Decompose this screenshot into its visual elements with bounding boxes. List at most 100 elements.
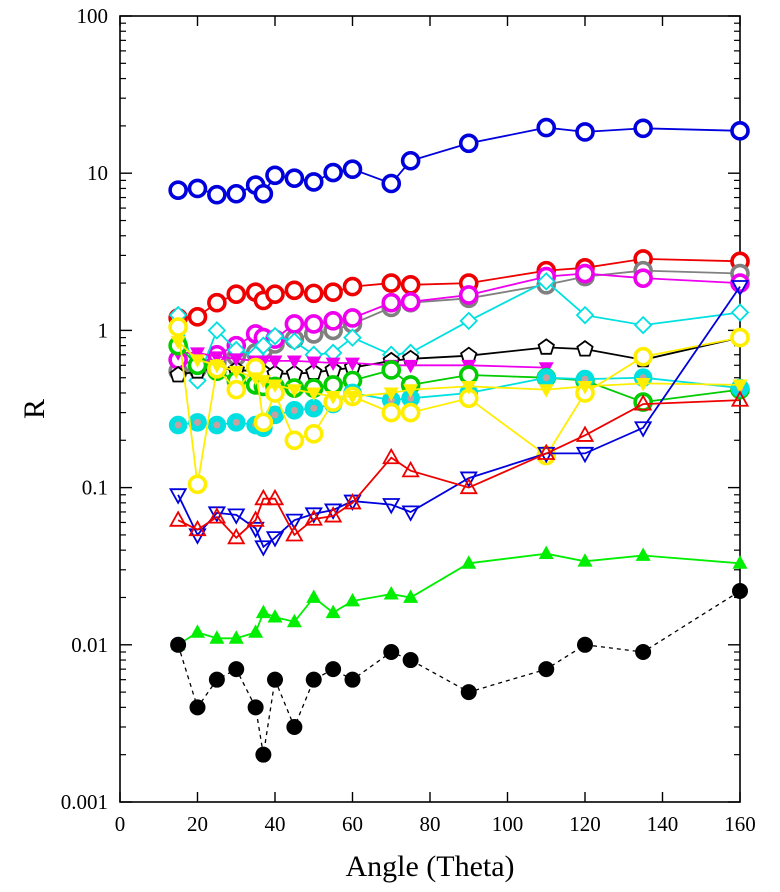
data-point (207, 507, 227, 524)
data-point (577, 381, 593, 395)
data-point (730, 390, 750, 407)
data-point (344, 357, 361, 372)
data-point (265, 531, 285, 548)
data-point (344, 592, 361, 607)
data-point-center (542, 374, 550, 382)
x-tick-label: 0 (115, 812, 126, 836)
series-group (170, 545, 748, 651)
series-group (170, 347, 554, 376)
data-point (228, 661, 245, 678)
data-point (633, 421, 653, 438)
data-point (253, 412, 274, 433)
data-point-center (174, 421, 182, 429)
x-tick-label: 120 (569, 812, 601, 836)
data-point (575, 305, 595, 325)
data-point (402, 652, 419, 669)
data-point (286, 384, 302, 398)
data-point (253, 183, 274, 204)
data-point (381, 273, 402, 293)
data-point (400, 402, 421, 423)
x-tick-label: 20 (187, 812, 208, 836)
data-point (633, 118, 653, 139)
data-point (267, 609, 283, 623)
data-point (303, 314, 324, 334)
data-series (168, 117, 750, 763)
data-point (187, 474, 208, 495)
data-point (342, 308, 363, 328)
data-point (189, 347, 206, 361)
data-point-center (213, 421, 221, 429)
data-point (536, 272, 556, 291)
data-point (633, 315, 653, 335)
data-point (168, 180, 188, 200)
data-point (209, 351, 225, 365)
data-point (732, 555, 748, 569)
data-point (286, 613, 302, 628)
data-point (189, 699, 206, 716)
data-point (207, 292, 227, 313)
data-point (170, 636, 187, 653)
data-point (575, 425, 595, 442)
data-point (459, 471, 478, 488)
data-point (633, 394, 653, 411)
data-point (730, 303, 750, 322)
x-tick-label: 60 (342, 812, 363, 836)
data-point (323, 282, 343, 302)
data-point (303, 423, 324, 444)
data-point (383, 643, 400, 660)
data-point (284, 168, 305, 188)
data-point (344, 671, 361, 688)
x-tick-label: 100 (492, 812, 524, 836)
data-point (381, 360, 402, 380)
series-group (168, 117, 750, 205)
data-point (265, 326, 285, 346)
data-point (255, 604, 271, 619)
data-point (577, 636, 593, 653)
data-point (400, 275, 421, 295)
data-point-center (407, 394, 415, 402)
x-tick-label: 40 (265, 812, 286, 836)
data-point (459, 477, 478, 495)
data-point (575, 446, 595, 464)
y-tick-label: 10 (87, 161, 108, 185)
data-point (286, 718, 303, 735)
data-point (207, 184, 227, 205)
data-point (208, 671, 225, 688)
data-point (306, 356, 322, 370)
data-point (323, 375, 343, 395)
data-point (168, 488, 188, 505)
data-point (538, 661, 555, 678)
data-point (732, 379, 748, 393)
data-point (325, 604, 341, 619)
data-point (265, 284, 285, 304)
data-point (254, 488, 273, 506)
data-point (382, 447, 401, 465)
data-point (254, 336, 273, 355)
data-point (577, 553, 593, 567)
data-point (400, 292, 421, 312)
data-point (228, 353, 244, 367)
data-point (306, 589, 322, 603)
data-point (303, 283, 324, 304)
data-point (323, 162, 343, 183)
data-point (188, 519, 207, 537)
data-point (284, 314, 305, 334)
data-point (228, 630, 244, 644)
data-point (342, 159, 363, 180)
data-point (635, 547, 651, 561)
data-point (254, 540, 273, 557)
data-point (383, 586, 399, 600)
data-point (265, 488, 285, 506)
y-tick-label: 0.001 (61, 790, 108, 814)
data-point (228, 365, 244, 380)
data-point (403, 384, 419, 398)
data-point (207, 321, 227, 340)
data-point (382, 498, 401, 515)
data-point (209, 359, 225, 374)
data-point (189, 354, 206, 368)
data-point (248, 624, 264, 638)
data-point (730, 280, 750, 297)
data-point (226, 284, 247, 304)
data-point (284, 430, 305, 451)
data-point (323, 506, 343, 523)
